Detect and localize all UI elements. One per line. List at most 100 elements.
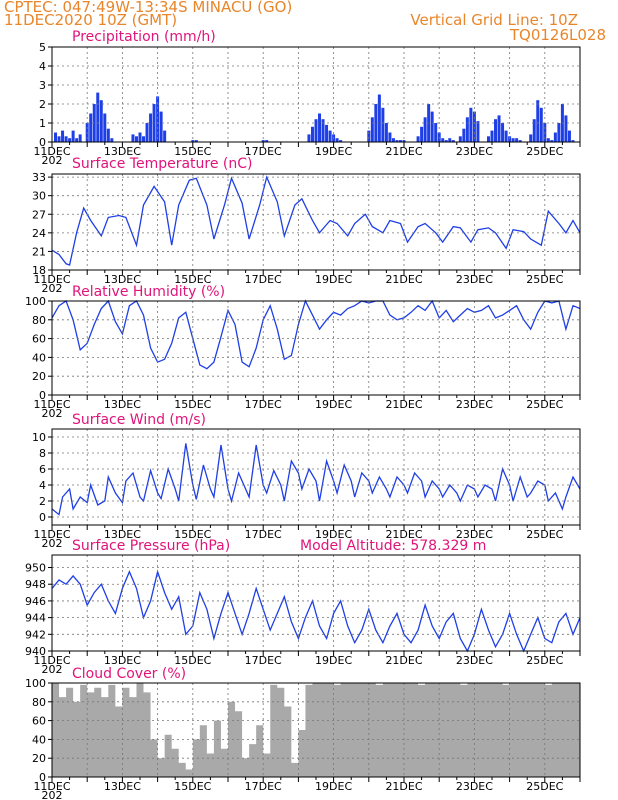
xtick-label: 19DEC xyxy=(315,654,352,667)
ytick-label: 40 xyxy=(32,351,46,364)
ytick-label: 946 xyxy=(25,595,46,608)
ytick-label: 5 xyxy=(39,41,46,54)
xtick-label: 21DEC xyxy=(385,145,422,158)
ytick-label: 21 xyxy=(32,245,46,258)
precip-bar xyxy=(367,130,371,142)
ytick-label: 8 xyxy=(39,447,46,460)
panel-title-cloud: Cloud Cover (%) xyxy=(72,666,186,682)
ytick-label: 950 xyxy=(25,562,46,575)
precip-bar xyxy=(441,138,445,142)
precip-bar xyxy=(89,113,93,142)
precip-bar xyxy=(546,138,550,142)
xtick-label: 25DEC xyxy=(526,528,563,541)
panel-precip: Precipitation (mm/h) 0 1 2 3 4 5 11DEC 13DEC 15DE… xyxy=(33,29,581,167)
precip-bar xyxy=(539,107,543,142)
precip-bar xyxy=(261,140,265,142)
precip-bar xyxy=(194,140,198,142)
precip-bar xyxy=(494,119,498,142)
precip-bar xyxy=(391,138,395,142)
cloud-cover-area xyxy=(52,683,580,777)
precip-bar xyxy=(469,107,473,142)
xtick-label: 15DEC xyxy=(174,780,211,793)
plot-area-wind xyxy=(52,429,580,525)
precip-bar xyxy=(504,130,508,142)
xtick-label: 21DEC xyxy=(385,398,422,411)
precip-bar xyxy=(571,140,575,142)
year-label: 202 xyxy=(42,537,63,550)
precip-bar xyxy=(71,130,75,142)
precip-bar xyxy=(318,113,322,142)
series-line-press xyxy=(51,569,581,653)
plot-area-rh xyxy=(52,301,580,395)
panel-temp: Surface Temperature (nC) 18 21 24 27 30 33 11DE… xyxy=(32,156,581,295)
xtick-label: 21DEC xyxy=(385,654,422,667)
precip-bar xyxy=(145,123,149,142)
precip-bar xyxy=(434,123,438,142)
xtick-label: 17DEC xyxy=(245,273,282,286)
precip-bar xyxy=(486,136,490,142)
panel-cloud: Cloud Cover (%) 0 20 40 60 80 100 11DEC 13DEC 15D… xyxy=(25,666,581,800)
year-label: 202 xyxy=(42,282,63,295)
xtick-label: 13DEC xyxy=(104,780,141,793)
year-label: 202 xyxy=(42,154,63,167)
precip-bar xyxy=(501,123,505,142)
ytick-label: 80 xyxy=(32,696,46,709)
precip-bar xyxy=(465,117,469,142)
precip-bar xyxy=(61,130,65,142)
xtick-label: 17DEC xyxy=(245,528,282,541)
precip-bar xyxy=(564,115,568,142)
ytick-label: 60 xyxy=(32,715,46,728)
panel-press: Surface Pressure (hPa) Model Altitude: 57… xyxy=(25,538,581,676)
ytick-label: 0 xyxy=(39,511,46,524)
xtick-label: 23DEC xyxy=(456,273,493,286)
precip-bar xyxy=(476,121,480,142)
precip-bar xyxy=(377,94,381,142)
precip-bar xyxy=(142,136,146,142)
precip-bar xyxy=(54,132,58,142)
precip-bar xyxy=(472,111,476,142)
ytick-label: 948 xyxy=(25,578,46,591)
xtick-label: 13DEC xyxy=(104,654,141,667)
precip-bar xyxy=(529,134,533,142)
precip-bar xyxy=(420,126,424,142)
ytick-label: 33 xyxy=(32,171,46,184)
xtick-label: 11DEC xyxy=(33,654,70,667)
precip-bar xyxy=(156,96,160,142)
precip-bar xyxy=(557,123,561,142)
precip-bar xyxy=(370,117,374,142)
xtick-label: 23DEC xyxy=(456,528,493,541)
precip-bar xyxy=(265,140,269,142)
panel-title-wind: Surface Wind (m/s) xyxy=(72,412,206,428)
xtick-label: 23DEC xyxy=(456,145,493,158)
precip-bar xyxy=(567,130,571,142)
ytick-label: 100 xyxy=(25,295,46,308)
precip-bar xyxy=(103,113,107,142)
precip-bar xyxy=(321,119,325,142)
ytick-label: 940 xyxy=(25,645,46,658)
ytick-label: 944 xyxy=(25,612,46,625)
xtick-label: 15DEC xyxy=(174,398,211,411)
series-line-temp xyxy=(51,175,581,266)
panel-rh: Relative Humidity (%) 0 20 40 60 80 100 11DEC 13… xyxy=(25,284,581,420)
precip-bar xyxy=(159,111,163,142)
precip-bar xyxy=(57,136,61,142)
ytick-label: 18 xyxy=(32,264,46,277)
precip-bar xyxy=(106,128,110,142)
series-line-rh xyxy=(51,299,581,370)
header-model: TQ0126L028 xyxy=(509,26,606,44)
precip-bar xyxy=(384,123,388,142)
precip-bar xyxy=(553,132,557,142)
precip-bar xyxy=(550,140,554,142)
xtick-label: 11DEC xyxy=(33,398,70,411)
ytick-label: 30 xyxy=(32,190,46,203)
precip-bar xyxy=(458,136,462,142)
xtick-label: 17DEC xyxy=(245,654,282,667)
header-grid-line: Vertical Grid Line: 10Z xyxy=(410,11,578,29)
precip-bar xyxy=(134,136,138,142)
ytick-label: 0 xyxy=(39,771,46,784)
precip-bar xyxy=(374,104,378,142)
year-label: 202 xyxy=(42,407,63,420)
ytick-label: 20 xyxy=(32,370,46,383)
ytick-label: 24 xyxy=(32,227,46,240)
ytick-label: 0 xyxy=(39,389,46,402)
